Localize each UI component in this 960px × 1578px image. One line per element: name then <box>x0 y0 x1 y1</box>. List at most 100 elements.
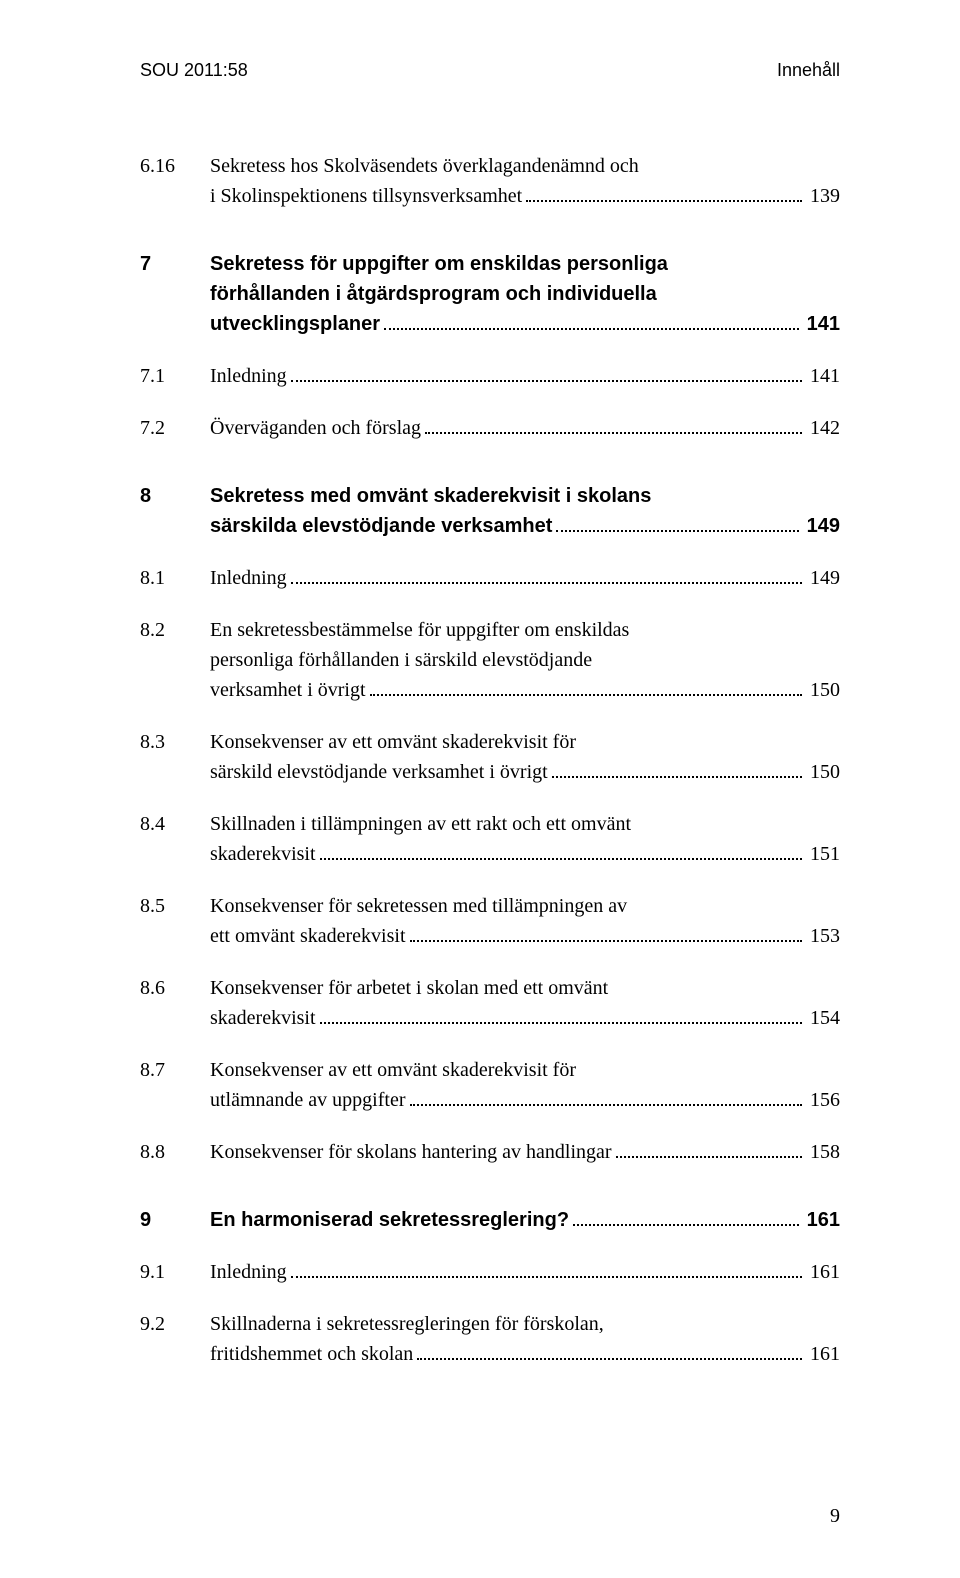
toc-entry-last-text: Inledning <box>210 1257 287 1287</box>
toc-entry: 7.2Överväganden och förslag142 <box>140 413 840 443</box>
toc-entry-page: 141 <box>806 361 840 391</box>
toc-leader-dots <box>425 418 802 434</box>
toc-entry-number: 8.8 <box>140 1137 210 1167</box>
toc-entry-number: 8.6 <box>140 973 210 1003</box>
toc-entry-last-text: utvecklingsplaner <box>210 309 380 339</box>
toc-leader-dots <box>291 366 802 382</box>
toc-entry: 8Sekretess med omvänt skaderekvisit i sk… <box>140 481 840 541</box>
toc-entry-text: Konsekvenser för sekretessen med tillämp… <box>210 891 840 951</box>
toc-leader-dots <box>320 844 802 860</box>
spacer <box>140 715 840 727</box>
toc-entry: 6.16Sekretess hos Skolväsendets överklag… <box>140 151 840 211</box>
toc-entry-number: 8.2 <box>140 615 210 645</box>
toc-entry-last-text: En harmoniserad sekretessreglering? <box>210 1205 569 1235</box>
toc-entry-text: Konsekvenser av ett omvänt skaderekvisit… <box>210 727 840 787</box>
spacer <box>140 401 840 413</box>
toc-entry: 8.6Konsekvenser för arbetet i skolan med… <box>140 973 840 1033</box>
spacer <box>140 1043 840 1055</box>
toc-entry-line: Sekretess hos Skolväsendets överklagande… <box>210 151 840 181</box>
toc-leader-dots <box>552 762 802 778</box>
toc-entry-page: 151 <box>806 839 840 869</box>
toc-entry-last-line: skaderekvisit154 <box>210 1003 840 1033</box>
toc-entry-line: Konsekvenser för sekretessen med tillämp… <box>210 891 840 921</box>
toc-entry: 8.5Konsekvenser för sekretessen med till… <box>140 891 840 951</box>
toc-entry-page: 149 <box>803 511 840 541</box>
toc-entry-last-line: ett omvänt skaderekvisit 153 <box>210 921 840 951</box>
toc-entry-line: Konsekvenser av ett omvänt skaderekvisit… <box>210 1055 840 1085</box>
toc-entry-text: En sekretessbestämmelse för uppgifter om… <box>210 615 840 705</box>
toc-entry-text: Sekretess för uppgifter om enskildas per… <box>210 249 840 339</box>
toc-entry-last-text: ett omvänt skaderekvisit <box>210 921 406 951</box>
toc-entry-text: En harmoniserad sekretessreglering?161 <box>210 1205 840 1235</box>
toc-entry-number: 9 <box>140 1205 210 1235</box>
toc-entry: 8.3Konsekvenser av ett omvänt skaderekvi… <box>140 727 840 787</box>
toc-entry-number: 8.5 <box>140 891 210 921</box>
toc-entry-text: Inledning161 <box>210 1257 840 1287</box>
toc-entry-last-line: Inledning149 <box>210 563 840 593</box>
toc-entry-last-line: Inledning161 <box>210 1257 840 1287</box>
toc-entry-line: Sekretess för uppgifter om enskildas per… <box>210 249 840 309</box>
toc-entry-page: 154 <box>806 1003 840 1033</box>
toc-entry-last-text: utlämnande av uppgifter <box>210 1085 406 1115</box>
toc-leader-dots <box>616 1142 802 1158</box>
toc-leader-dots <box>384 314 799 330</box>
toc-entry-last-line: utvecklingsplaner 141 <box>210 309 840 339</box>
toc-entry-last-line: skaderekvisit 151 <box>210 839 840 869</box>
toc-entry-text: Inledning141 <box>210 361 840 391</box>
spacer <box>140 879 840 891</box>
toc-leader-dots <box>573 1210 799 1226</box>
toc-entry-page: 153 <box>806 921 840 951</box>
toc-entry-last-line: En harmoniserad sekretessreglering?161 <box>210 1205 840 1235</box>
header-right: Innehåll <box>777 60 840 81</box>
toc-leader-dots <box>291 568 802 584</box>
toc-entry-last-text: fritidshemmet och skolan <box>210 1339 413 1369</box>
toc-leader-dots <box>526 186 802 202</box>
toc-entry-number: 8.4 <box>140 809 210 839</box>
toc-entry-text: Konsekvenser för arbetet i skolan med et… <box>210 973 840 1033</box>
spacer <box>140 551 840 563</box>
toc-entry-text: Konsekvenser av ett omvänt skaderekvisit… <box>210 1055 840 1115</box>
toc-entry-number: 7 <box>140 249 210 279</box>
toc-entry-last-text: skaderekvisit <box>210 839 316 869</box>
toc-leader-dots <box>410 1090 803 1106</box>
toc-entry-number: 8.1 <box>140 563 210 593</box>
toc-entry-page: 150 <box>806 675 840 705</box>
page-number: 9 <box>830 1505 840 1528</box>
table-of-contents: 6.16Sekretess hos Skolväsendets överklag… <box>140 151 840 1369</box>
spacer <box>140 797 840 809</box>
toc-entry-last-line: Konsekvenser för skolans hantering av ha… <box>210 1137 840 1167</box>
toc-entry: 8.8Konsekvenser för skolans hantering av… <box>140 1137 840 1167</box>
toc-entry-number: 8.3 <box>140 727 210 757</box>
spacer <box>140 1245 840 1257</box>
toc-leader-dots <box>410 926 802 942</box>
toc-entry-last-line: verksamhet i övrigt 150 <box>210 675 840 705</box>
toc-entry-last-line: i Skolinspektionens tillsynsverksamhet13… <box>210 181 840 211</box>
toc-entry-number: 8 <box>140 481 210 511</box>
toc-entry-line: Skillnaden i tillämpningen av ett rakt o… <box>210 809 840 839</box>
spacer <box>140 349 840 361</box>
toc-entry-number: 9.2 <box>140 1309 210 1339</box>
toc-entry: 8.7Konsekvenser av ett omvänt skaderekvi… <box>140 1055 840 1115</box>
toc-entry-text: Inledning149 <box>210 563 840 593</box>
toc-entry-page: 158 <box>806 1137 840 1167</box>
toc-entry-last-text: särskild elevstödjande verksamhet i övri… <box>210 757 548 787</box>
toc-entry: 8.2En sekretessbestämmelse för uppgifter… <box>140 615 840 705</box>
header-left: SOU 2011:58 <box>140 60 248 81</box>
toc-entry: 8.4Skillnaden i tillämpningen av ett rak… <box>140 809 840 869</box>
toc-entry-last-text: verksamhet i övrigt <box>210 675 366 705</box>
toc-entry-last-line: särskilda elevstödjande verksamhet149 <box>210 511 840 541</box>
spacer <box>140 1125 840 1137</box>
toc-entry-number: 9.1 <box>140 1257 210 1287</box>
toc-entry-last-line: särskild elevstödjande verksamhet i övri… <box>210 757 840 787</box>
spacer <box>140 221 840 249</box>
toc-entry-page: 141 <box>803 309 840 339</box>
toc-entry-page: 142 <box>806 413 840 443</box>
toc-leader-dots <box>370 680 802 696</box>
toc-entry-text: Konsekvenser för skolans hantering av ha… <box>210 1137 840 1167</box>
toc-entry-text: Skillnaden i tillämpningen av ett rakt o… <box>210 809 840 869</box>
toc-leader-dots <box>417 1344 802 1360</box>
toc-entry: 9.2Skillnaderna i sekretessregleringen f… <box>140 1309 840 1369</box>
toc-entry-page: 156 <box>806 1085 840 1115</box>
toc-entry-text: Sekretess med omvänt skaderekvisit i sko… <box>210 481 840 541</box>
toc-entry-number: 6.16 <box>140 151 210 181</box>
